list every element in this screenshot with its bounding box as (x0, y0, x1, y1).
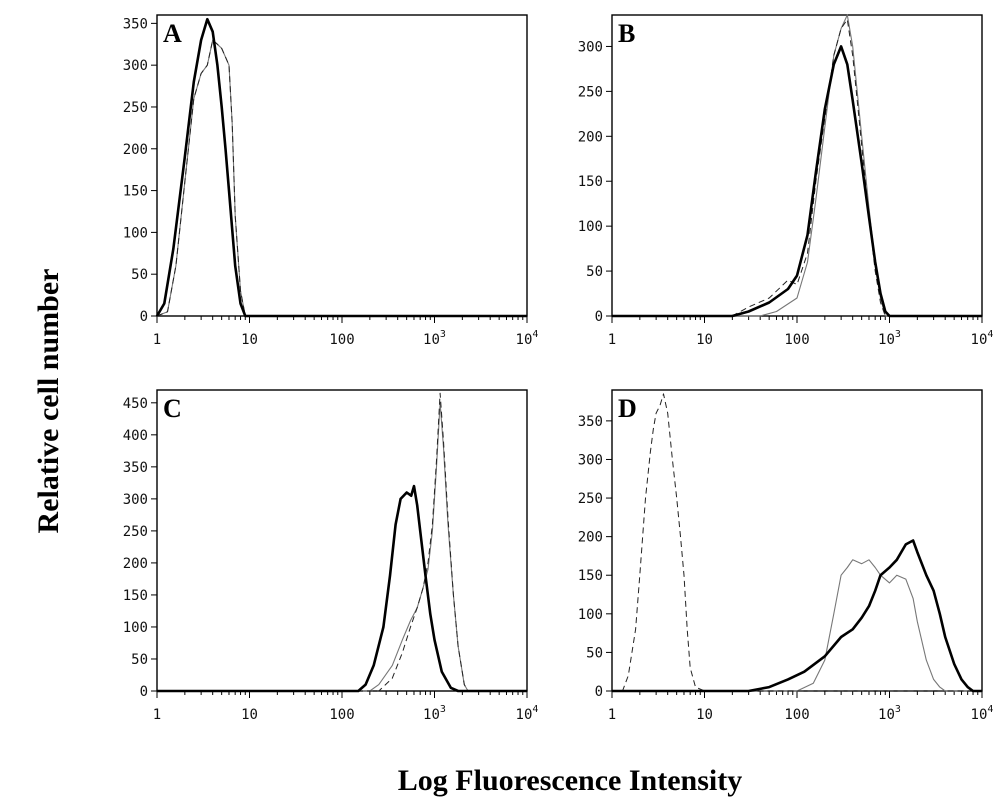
y-tick-label: 450 (123, 396, 148, 412)
y-tick-label: 300 (578, 39, 603, 55)
x-axis-title: Log Fluorescence Intensity (398, 764, 742, 797)
histogram-series-dashed (612, 19, 982, 317)
x-tick-label: 100 (784, 332, 809, 348)
x-tick-label: 10 (696, 707, 713, 723)
x-tick-label: 1 (608, 707, 616, 723)
plot-frame (611, 389, 983, 692)
x-tick-label: 1 (153, 332, 161, 348)
y-tick-label: 50 (131, 267, 148, 283)
x-tick-label: 10 (241, 707, 258, 723)
y-tick-label: 100 (578, 607, 603, 623)
panel-b: 1 10 100 103 104 0 50 100 150 200 250 300 B (578, 14, 994, 348)
histogram-series-thin (156, 39, 527, 317)
x-tick-label: 1 (608, 332, 616, 348)
y-tick-label: 100 (123, 225, 148, 241)
y-tick-label: 250 (578, 84, 603, 100)
y-tick-label: 250 (123, 100, 148, 116)
y-tick-label: 350 (123, 16, 148, 32)
panel-d: 1 10 100 103 104 0 50 100 150 200 250 300 350 D (578, 389, 994, 723)
y-tick-label: 250 (123, 524, 148, 540)
y-axis-title: Relative cell number (32, 269, 65, 534)
x-tick-label: 100 (329, 707, 354, 723)
y-tick-label: 350 (578, 414, 603, 430)
x-tick-label: 104 (971, 704, 994, 723)
x-tick-label: 103 (423, 704, 446, 723)
y-tick-label: 300 (123, 492, 148, 508)
x-tick-label: 104 (516, 704, 539, 723)
y-tick-label: 150 (578, 174, 603, 190)
y-tick-label: 50 (586, 264, 603, 280)
y-tick-label: 50 (131, 652, 148, 668)
x-tick-label: 103 (878, 329, 901, 348)
plot-frame (156, 389, 528, 692)
x-tick-label: 10 (241, 332, 258, 348)
panel-label: D (618, 394, 637, 423)
y-tick-label: 150 (123, 588, 148, 604)
panel-label: C (163, 394, 182, 423)
y-tick-label: 300 (578, 452, 603, 468)
y-tick-label: 150 (578, 568, 603, 584)
y-tick-label: 250 (578, 491, 603, 507)
y-tick-label: 0 (140, 309, 148, 325)
y-tick-label: 0 (140, 684, 148, 700)
y-tick-label: 0 (595, 309, 603, 325)
x-tick-label: 100 (329, 332, 354, 348)
histogram-series-dashed (157, 392, 527, 692)
y-tick-label: 200 (123, 556, 148, 572)
x-tick-label: 10 (696, 332, 713, 348)
x-tick-label: 103 (423, 329, 446, 348)
panel-c: 1 10 100 103 104 0 50 100 150 200 250 300 350 400 450 C (123, 389, 539, 723)
panel-a: 1 10 100 103 104 0 50 100 150 200 250 300 350 A (123, 14, 539, 348)
histogram-series-thin (157, 402, 527, 692)
histogram-series-thin (612, 559, 982, 692)
y-tick-label: 100 (578, 219, 603, 235)
histogram-series-thick (157, 484, 527, 693)
x-tick-label: 100 (784, 707, 809, 723)
x-tick-label: 1 (153, 707, 161, 723)
x-tick-label: 104 (516, 329, 539, 348)
y-tick-label: 0 (595, 684, 603, 700)
x-tick-label: 104 (971, 329, 994, 348)
histogram-series-dashed (612, 393, 982, 692)
histogram-series-thick (612, 45, 982, 318)
histogram-series-thick (612, 539, 982, 693)
y-tick-label: 350 (123, 460, 148, 476)
y-tick-label: 200 (578, 129, 603, 145)
panel-label: A (163, 19, 182, 48)
y-tick-label: 400 (123, 428, 148, 444)
plot-frame (156, 14, 528, 317)
panel-label: B (618, 19, 635, 48)
y-tick-label: 150 (123, 184, 148, 200)
x-tick-label: 103 (878, 704, 901, 723)
y-tick-label: 300 (123, 58, 148, 74)
y-tick-label: 50 (586, 645, 603, 661)
histogram-series-dashed (156, 39, 527, 317)
histogram-series-thick (155, 17, 527, 318)
y-tick-label: 200 (123, 142, 148, 158)
y-tick-label: 200 (578, 530, 603, 546)
y-tick-label: 100 (123, 620, 148, 636)
